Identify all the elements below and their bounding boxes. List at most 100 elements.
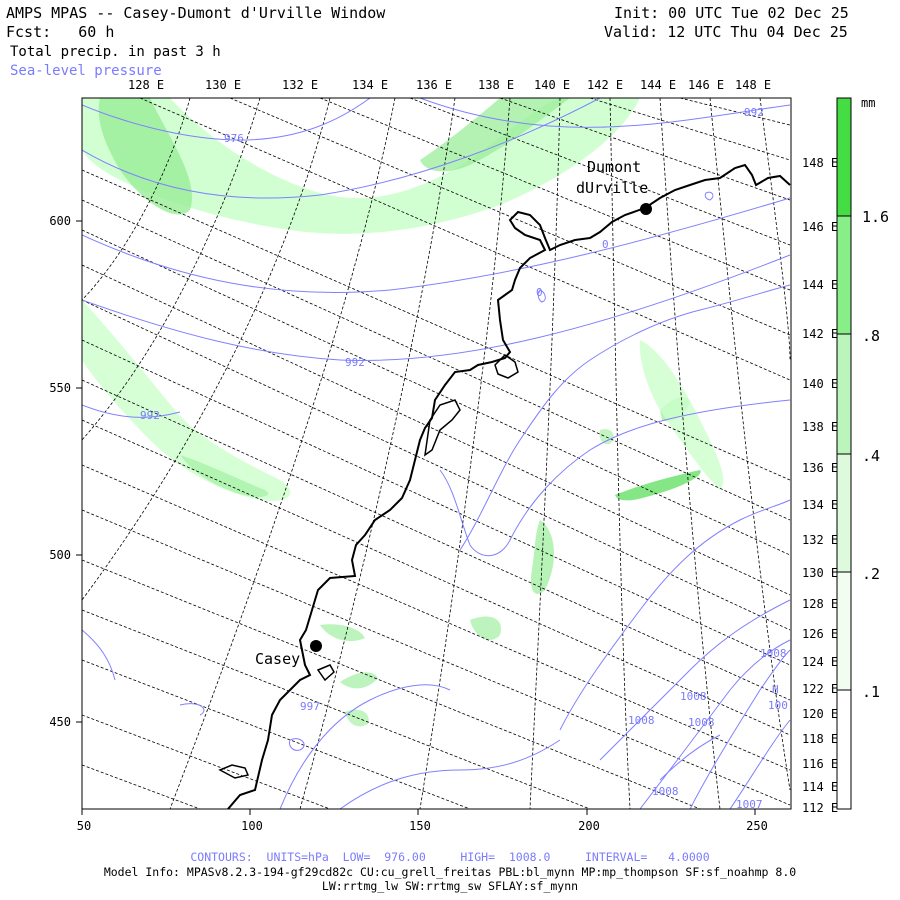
isobar-line xyxy=(704,191,714,201)
colorbar-label: 1.6 xyxy=(862,208,889,226)
station-marker xyxy=(640,203,652,215)
right-lon-label: 132 E xyxy=(802,533,838,547)
top-lon-label: 144 E xyxy=(640,78,676,92)
grid-line xyxy=(82,169,791,481)
isobar-line xyxy=(339,739,561,809)
grid-line xyxy=(82,199,791,521)
grid-line xyxy=(679,98,791,126)
right-lon-label: 112 E xyxy=(802,801,838,815)
y-tick-label: 500 xyxy=(49,548,71,562)
grid-line xyxy=(499,98,791,201)
grid-line xyxy=(82,464,791,771)
right-lon-label: 114 E xyxy=(802,780,838,794)
isobar-line xyxy=(689,649,791,809)
right-lon-label: 138 E xyxy=(802,420,838,434)
grid-line xyxy=(659,98,721,809)
grid-line xyxy=(169,98,396,809)
isobar-label: 997 xyxy=(300,700,320,713)
precip-area xyxy=(82,98,640,234)
isobar-line xyxy=(82,629,116,681)
forecast-hours: 60 h xyxy=(78,23,115,41)
field-name: Total precip. in past 3 h xyxy=(10,44,221,60)
precip-area xyxy=(340,672,378,689)
grid-line xyxy=(609,98,631,809)
right-lon-label: 118 E xyxy=(802,732,838,746)
latlon-grid xyxy=(82,98,791,809)
precip-area xyxy=(420,98,570,172)
grid-line xyxy=(229,98,791,336)
grid-line xyxy=(82,764,201,809)
precip-area xyxy=(180,455,269,497)
station-label-casey: Casey xyxy=(255,650,300,668)
right-lon-label: 134 E xyxy=(802,498,838,512)
isobar-line xyxy=(82,254,791,361)
top-lon-label: 138 E xyxy=(478,78,514,92)
coastline xyxy=(424,399,461,457)
x-tick-label: 200 xyxy=(578,819,600,833)
precip-shading xyxy=(82,98,724,727)
isobar-line xyxy=(82,404,181,418)
isobar-label: 1008 xyxy=(652,785,679,798)
right-lon-label: 128 E xyxy=(802,597,838,611)
precip-area xyxy=(320,624,365,642)
grid-line xyxy=(409,98,791,246)
x-tick-label: 150 xyxy=(409,819,431,833)
map-plot-area: Casey Dumont dUrville 976 992 992 992 99… xyxy=(82,98,791,811)
isobar-line xyxy=(559,499,791,731)
grid-line xyxy=(709,98,791,791)
colorbar-label: .2 xyxy=(862,565,880,583)
right-lon-label: 146 E xyxy=(802,220,838,234)
precip-area xyxy=(470,616,501,640)
x-tick-label: 250 xyxy=(746,819,768,833)
grid-line xyxy=(82,419,791,736)
right-lon-label: 130 E xyxy=(802,566,838,580)
isobar-label: H xyxy=(772,683,779,696)
isobar-label: 976 xyxy=(224,132,244,145)
grid-line xyxy=(82,609,591,809)
isobar-line xyxy=(279,684,451,809)
grid-line xyxy=(139,98,791,381)
grid-line xyxy=(82,98,191,301)
right-lon-label: 122 E xyxy=(802,682,838,696)
x-tick-label: 100 xyxy=(241,819,263,833)
grid-line xyxy=(82,714,331,809)
isobar-line xyxy=(659,734,721,781)
isobar-line xyxy=(459,284,791,551)
model-info-physics: LW:rrtmg_lw SW:rrtmg_sw SFLAY:sf_mynn xyxy=(321,879,579,893)
isobar-label: 992 xyxy=(140,409,160,422)
top-lon-label: 134 E xyxy=(352,78,388,92)
coastline xyxy=(218,764,250,779)
colorbar-unit: mm xyxy=(861,96,875,110)
isobar-label: 1007 xyxy=(736,798,763,811)
colorbar-segment xyxy=(837,572,851,690)
colorbar-segment xyxy=(837,216,851,334)
isobar-label: 0 xyxy=(602,238,609,251)
grid-line xyxy=(82,264,791,596)
plot-frame xyxy=(81,97,792,810)
top-lon-label: 148 E xyxy=(735,78,771,92)
top-lon-label: 136 E xyxy=(416,78,452,92)
y-tick-label: 600 xyxy=(49,214,71,228)
precip-area xyxy=(639,340,724,490)
top-lon-label: 142 E xyxy=(587,78,623,92)
right-lon-label: 116 E xyxy=(802,757,838,771)
model-info: Model Info: MPASv8.2.3-194-gf29cd82c CU:… xyxy=(103,865,797,879)
forecast-label-text: Fcst: xyxy=(6,23,52,41)
grid-line xyxy=(82,98,331,601)
grid-line xyxy=(82,509,791,806)
isobar-label: 992 xyxy=(345,356,365,369)
init-time: Init: 00 UTC Tue 02 Dec 25 xyxy=(614,4,849,22)
colorbar-segment xyxy=(837,454,851,572)
isobar-line xyxy=(82,197,791,294)
colorbar-segment xyxy=(837,98,851,216)
y-tick-label: 450 xyxy=(49,715,71,729)
isobar-line xyxy=(419,98,791,128)
isobar-label: 1008 xyxy=(628,714,655,727)
isobar-line xyxy=(729,719,791,809)
isobar-line xyxy=(439,399,791,557)
top-lon-label: 130 E xyxy=(205,78,241,92)
coastline xyxy=(316,664,335,682)
right-lon-label: 144 E xyxy=(802,278,838,292)
precip-area xyxy=(98,98,192,215)
